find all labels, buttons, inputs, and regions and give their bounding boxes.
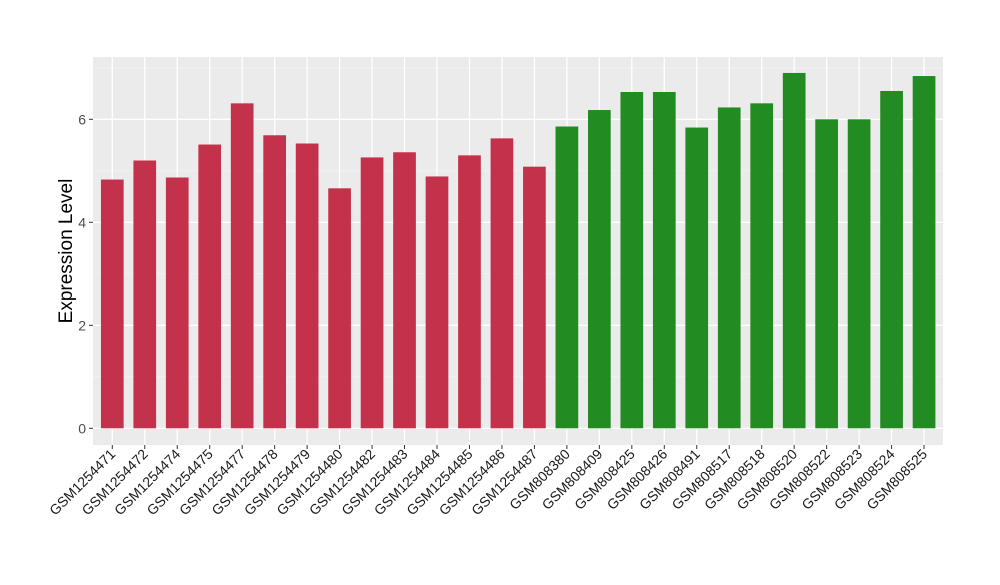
bar-GSM808425 [620,92,644,429]
bar-GSM1254480 [328,188,351,429]
bar-GSM1254485 [458,155,481,429]
bar-GSM808520 [782,72,806,429]
bar-GSM1254484 [425,176,449,429]
bar-GSM808518 [750,103,774,429]
y-tick-label: 6 [78,111,86,127]
y-axis-label: Expression Level [56,179,77,324]
bar-GSM1254474 [165,177,189,429]
bar-GSM808491 [685,127,709,429]
bar-GSM1254483 [393,152,416,429]
bar-GSM808409 [588,110,611,429]
bar-GSM1254472 [133,160,157,429]
bar-GSM808517 [717,107,741,429]
bar-GSM808380 [555,126,579,429]
bar-GSM1254479 [295,143,319,429]
bar-GSM1254487 [523,166,546,429]
bar-GSM1254478 [263,135,286,429]
bar-GSM808522 [815,119,838,429]
bar-GSM808426 [652,92,676,429]
y-tick-label: 4 [78,214,86,230]
bar-GSM1254482 [360,157,384,429]
bar-GSM1254477 [230,103,254,429]
bar-GSM1254486 [490,138,514,429]
bar-GSM1254475 [198,144,222,429]
bar-GSM1254471 [100,179,124,429]
bar-GSM808524 [880,90,903,429]
bar-GSM808525 [912,76,936,429]
bar-GSM808523 [847,119,871,429]
y-tick-label: 2 [78,317,86,333]
y-tick-label: 0 [78,420,86,436]
